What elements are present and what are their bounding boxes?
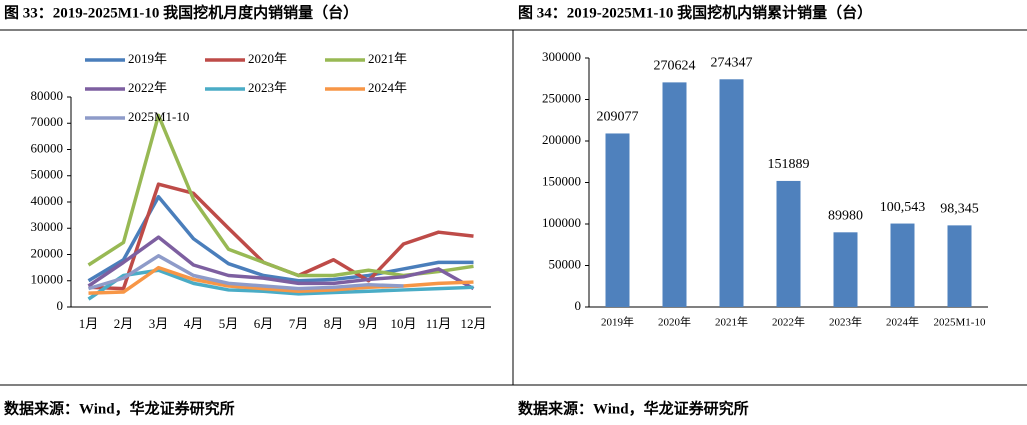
y-tick-label: 50000 <box>549 256 582 271</box>
series-line <box>87 113 474 278</box>
bar <box>833 232 858 307</box>
y-tick-label: 20000 <box>31 245 64 260</box>
y-tick-label: 30000 <box>31 219 64 234</box>
y-tick-label: 0 <box>57 298 64 313</box>
x-tick-label: 2021年 <box>715 315 748 329</box>
x-tick-label: 8月 <box>324 316 344 331</box>
bar <box>776 180 801 307</box>
legend-label: 2025M1-10 <box>128 109 189 124</box>
x-tick-label: 4月 <box>184 316 204 331</box>
y-tick-label: 0 <box>575 298 582 313</box>
x-tick-label: 2020年 <box>658 315 691 329</box>
y-tick-label: 80000 <box>31 88 64 103</box>
value-label: 100,543 <box>880 200 926 215</box>
value-label: 98,345 <box>940 202 979 217</box>
value-label: 274347 <box>711 56 753 71</box>
legend-label: 2021年 <box>368 51 407 66</box>
y-tick-label: 150000 <box>542 173 581 188</box>
x-tick-label: 2025M1-10 <box>934 317 986 329</box>
x-tick-label: 9月 <box>359 316 379 331</box>
series-line <box>87 235 475 291</box>
series-line <box>88 265 474 295</box>
x-tick-label: 10月 <box>390 316 416 331</box>
x-tick-label: 6月 <box>254 316 274 331</box>
value-label: 270624 <box>654 59 696 74</box>
y-tick-label: 10000 <box>31 272 64 287</box>
x-tick-label: 2022年 <box>772 315 805 329</box>
x-tick-label: 1月 <box>79 316 99 331</box>
y-tick-label: 70000 <box>31 114 64 129</box>
x-tick-label: 7月 <box>289 316 309 331</box>
legend-label: 2023年 <box>248 80 287 95</box>
x-tick-label: 2023年 <box>829 315 862 329</box>
x-tick-label: 2024年 <box>886 315 919 329</box>
y-tick-label: 100000 <box>542 215 581 230</box>
series-line <box>87 254 404 291</box>
x-tick-label: 2月 <box>114 316 134 331</box>
legend-label: 2024年 <box>368 80 407 95</box>
bar <box>890 223 915 307</box>
value-label: 209077 <box>597 110 639 125</box>
bar <box>947 225 972 307</box>
bar <box>605 133 630 307</box>
x-tick-label: 11月 <box>426 316 452 331</box>
bar <box>662 82 687 307</box>
y-tick-label: 300000 <box>542 49 581 64</box>
y-tick-label: 50000 <box>31 167 64 182</box>
legend-label: 2019年 <box>128 51 167 66</box>
y-tick-label: 250000 <box>542 90 581 105</box>
y-tick-label: 60000 <box>31 140 64 155</box>
chart-title: 图 34：2019-2025M1-10 我国挖机内销累计销量（台） <box>518 3 872 21</box>
source: 数据来源：Wind，华龙证券研究所 <box>518 399 749 417</box>
chart-title: 图 33：2019-2025M1-10 我国挖机月度内销销量（台） <box>4 3 358 21</box>
x-tick-label: 2019年 <box>601 315 634 329</box>
source: 数据来源：Wind，华龙证券研究所 <box>4 399 235 417</box>
bar <box>719 79 744 307</box>
legend-label: 2020年 <box>248 51 287 66</box>
legend-label: 2022年 <box>128 80 167 95</box>
x-tick-label: 3月 <box>149 316 169 331</box>
y-tick-label: 40000 <box>31 193 64 208</box>
value-label: 89980 <box>828 209 863 224</box>
y-tick-label: 200000 <box>542 132 581 147</box>
value-label: 151889 <box>768 157 810 172</box>
x-tick-label: 12月 <box>460 316 486 331</box>
x-tick-label: 5月 <box>219 316 239 331</box>
series-line <box>87 195 474 283</box>
